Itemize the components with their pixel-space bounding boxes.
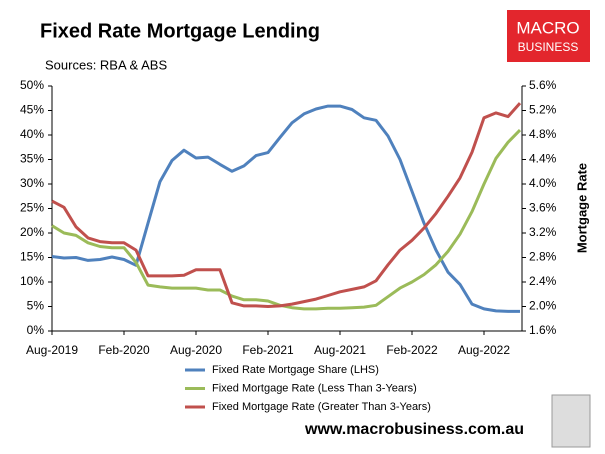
x-tick-label: Feb-2022 bbox=[386, 343, 438, 357]
y2-tick-label: 2.8% bbox=[529, 250, 557, 264]
y2-tick-label: 3.6% bbox=[529, 201, 557, 215]
x-tick-label: Aug-2021 bbox=[314, 343, 366, 357]
y-tick-label: 25% bbox=[20, 201, 44, 215]
y-tick-label: 0% bbox=[27, 323, 45, 337]
y-tick-label: 15% bbox=[20, 250, 44, 264]
y-tick-label: 30% bbox=[20, 176, 44, 190]
y2-tick-label: 2.4% bbox=[529, 274, 557, 288]
logo-box bbox=[507, 10, 590, 62]
legend-label: Fixed Mortgage Rate (Greater Than 3-Year… bbox=[212, 401, 431, 413]
y2-tick-label: 2.0% bbox=[529, 299, 557, 313]
y-tick-label: 20% bbox=[20, 225, 44, 239]
y2-tick-label: 5.2% bbox=[529, 103, 557, 117]
y2-axis-title: Mortgage Rate bbox=[574, 163, 589, 253]
x-tick-label: Aug-2020 bbox=[170, 343, 222, 357]
x-tick-label: Aug-2022 bbox=[458, 343, 510, 357]
chart-subtitle: Sources: RBA & ABS bbox=[45, 57, 167, 72]
y-tick-label: 35% bbox=[20, 152, 44, 166]
y-tick-label: 5% bbox=[27, 299, 45, 313]
series-line bbox=[51, 102, 522, 308]
y2-tick-label: 5.6% bbox=[529, 78, 557, 92]
y-tick-label: 10% bbox=[20, 274, 44, 288]
y-tick-label: 40% bbox=[20, 127, 44, 141]
y-tick-label: 45% bbox=[20, 103, 44, 117]
legend-label: Fixed Rate Mortgage Share (LHS) bbox=[212, 364, 379, 376]
y-tick-label: 50% bbox=[20, 78, 44, 92]
y2-tick-label: 4.4% bbox=[529, 152, 557, 166]
series-line bbox=[51, 129, 522, 311]
y2-tick-label: 4.8% bbox=[529, 127, 557, 141]
y2-tick-label: 1.6% bbox=[529, 323, 557, 337]
x-tick-label: Aug-2019 bbox=[26, 343, 78, 357]
footer: www.macrobusiness.com.au bbox=[304, 421, 524, 438]
y2-tick-label: 3.2% bbox=[529, 225, 557, 239]
logo-text: BUSINESS bbox=[518, 40, 579, 54]
series-line bbox=[51, 104, 520, 313]
logo-text: MACRO bbox=[516, 18, 579, 37]
x-tick-label: Feb-2021 bbox=[242, 343, 294, 357]
y2-tick-label: 4.0% bbox=[529, 176, 557, 190]
chart-title: Fixed Rate Mortgage Lending bbox=[40, 20, 320, 42]
legend-label: Fixed Mortgage Rate (Less Than 3-Years) bbox=[212, 382, 417, 394]
logo-icon bbox=[551, 394, 591, 448]
x-tick-label: Feb-2020 bbox=[98, 343, 150, 357]
